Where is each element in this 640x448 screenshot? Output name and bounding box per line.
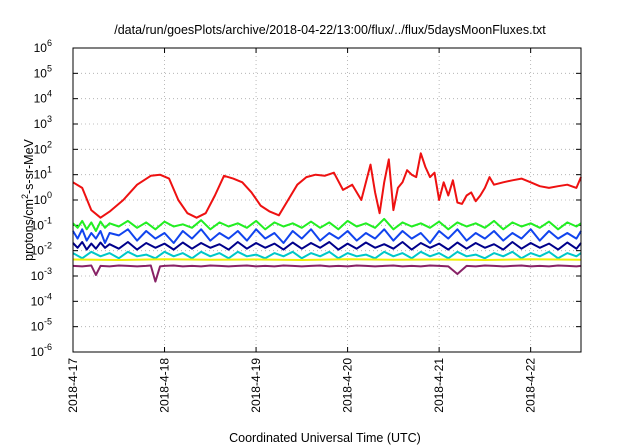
x-tick-label: 2018-4-18 bbox=[158, 358, 172, 413]
y-tick-exponent: 3 bbox=[47, 114, 52, 124]
y-tick-exponent: 2 bbox=[47, 139, 52, 149]
y-tick-base: 10 bbox=[31, 269, 45, 283]
x-tick-labels: 2018-4-17 2018-4-18 2018-4-19 2018-4-20 2018… bbox=[66, 358, 538, 413]
y-tick-exponent: 6 bbox=[47, 38, 52, 48]
y-tick-base: 10 bbox=[34, 117, 48, 131]
y-tick-labels: 10-610-510-410-310-210-11001011021031041… bbox=[31, 38, 52, 359]
y-tick-base: 10 bbox=[31, 294, 45, 308]
y-tick-base: 10 bbox=[34, 92, 48, 106]
y-tick-exponent: -4 bbox=[44, 291, 52, 301]
y-tick-base: 10 bbox=[34, 41, 48, 55]
series-line-1 bbox=[72, 152, 582, 219]
y-tick-label: 104 bbox=[34, 89, 52, 106]
y-tick-base: 10 bbox=[34, 142, 48, 156]
y-tick-base: 10 bbox=[31, 345, 45, 359]
y-axis-label-suffix: -s-sr-MeV bbox=[22, 138, 36, 194]
y-tick-exponent: 4 bbox=[47, 89, 52, 99]
grid bbox=[72, 47, 581, 353]
y-tick-label: 106 bbox=[34, 38, 52, 55]
series-line-5 bbox=[72, 250, 582, 260]
y-tick-label: 10-4 bbox=[31, 291, 52, 308]
y-tick-label: 10-6 bbox=[31, 342, 52, 359]
x-tick-label: 2018-4-17 bbox=[66, 358, 80, 413]
series-line-7 bbox=[72, 264, 582, 283]
series-lines bbox=[72, 152, 582, 283]
plot-frame bbox=[72, 47, 582, 353]
series-line-6 bbox=[72, 258, 582, 261]
y-tick-base: 10 bbox=[31, 218, 45, 232]
y-tick-exponent: -6 bbox=[44, 342, 52, 352]
y-tick-exponent: -5 bbox=[44, 317, 52, 327]
x-tick-label: 2018-4-22 bbox=[524, 358, 538, 413]
y-tick-base: 10 bbox=[34, 168, 48, 182]
y-tick-exponent: 0 bbox=[47, 190, 52, 200]
y-tick-label: 10-5 bbox=[31, 317, 52, 334]
chart-title: /data/run/goesPlots/archive/2018-04-22/1… bbox=[114, 23, 546, 37]
y-tick-label: 105 bbox=[34, 63, 52, 80]
y-tick-exponent: 1 bbox=[47, 165, 52, 175]
series-line-2 bbox=[72, 217, 582, 232]
y-tick-exponent: -2 bbox=[44, 241, 52, 251]
y-tick-label: 10-3 bbox=[31, 266, 52, 283]
y-tick-base: 10 bbox=[31, 244, 45, 258]
y-tick-label: 10-2 bbox=[31, 241, 52, 258]
y-tick-base: 10 bbox=[34, 193, 48, 207]
x-tick-label: 2018-4-19 bbox=[249, 358, 263, 413]
series-line-3 bbox=[72, 228, 582, 244]
y-tick-label: 100 bbox=[34, 190, 52, 207]
y-tick-label: 101 bbox=[34, 165, 52, 182]
y-tick-label: 103 bbox=[34, 114, 52, 131]
y-axis-label-prefix: protons/cm bbox=[22, 199, 36, 261]
y-axis-label-sup: 2 bbox=[20, 194, 30, 199]
y-tick-label: 102 bbox=[34, 139, 52, 156]
x-axis-label: Coordinated Universal Time (UTC) bbox=[229, 431, 421, 445]
series-line-4 bbox=[72, 241, 582, 251]
y-tick-exponent: -1 bbox=[44, 215, 52, 225]
y-tick-base: 10 bbox=[34, 66, 48, 80]
y-tick-label: 10-1 bbox=[31, 215, 52, 232]
y-tick-exponent: 5 bbox=[47, 63, 52, 73]
x-tick-label: 2018-4-20 bbox=[341, 358, 355, 413]
x-tick-label: 2018-4-21 bbox=[432, 358, 446, 413]
y-tick-exponent: -3 bbox=[44, 266, 52, 276]
y-axis-label: protons/cm2-s-sr-MeV bbox=[20, 138, 36, 260]
y-tick-base: 10 bbox=[31, 320, 45, 334]
